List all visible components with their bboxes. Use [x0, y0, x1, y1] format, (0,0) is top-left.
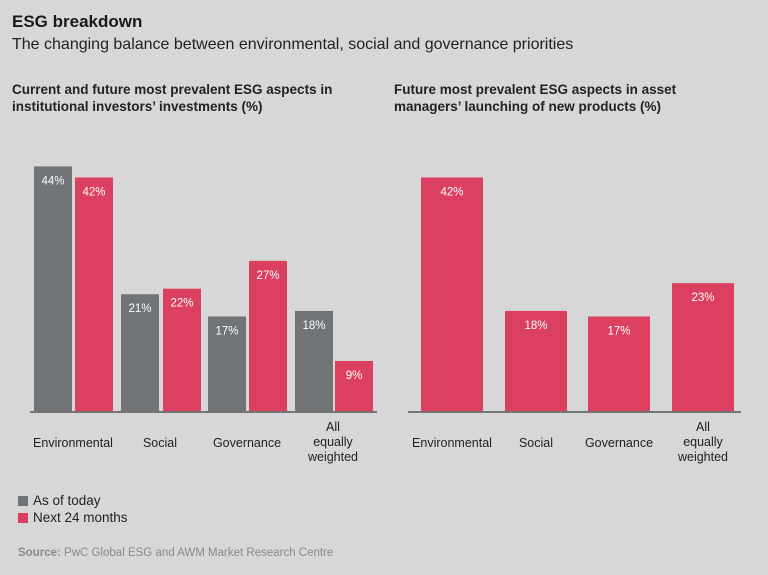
left-chart-title: Current and future most prevalent ESG as…: [12, 82, 333, 114]
bar-1-0-2: [588, 316, 650, 411]
bar-1-0-1: [505, 310, 567, 411]
source-note: Source: PwC Global ESG and AWM Market Re…: [18, 547, 333, 559]
category-label: Environmental: [412, 436, 492, 450]
data-label: 17%: [215, 325, 238, 337]
data-label: 9%: [346, 370, 363, 382]
bar-0-0-1: [121, 294, 159, 411]
source-label: Source:: [18, 547, 61, 559]
category-label: weighted: [677, 450, 728, 464]
data-label: 18%: [524, 320, 547, 332]
category-label: equally: [683, 435, 723, 449]
legend-swatch-red: [18, 512, 28, 523]
legend-label: As of today: [33, 493, 101, 508]
bar-0-1-0: [75, 177, 113, 411]
legend-item-today: As of today: [18, 492, 128, 509]
category-label: weighted: [307, 450, 358, 464]
bar-0-0-0: [34, 166, 72, 411]
data-label: 23%: [691, 292, 714, 304]
category-label: Governance: [213, 436, 281, 450]
category-label: equally: [313, 435, 353, 449]
legend-swatch-gray: [18, 495, 28, 506]
category-label: Governance: [585, 436, 653, 450]
data-label: 18%: [302, 320, 325, 332]
category-label: Social: [143, 436, 177, 450]
right-chart-title: Future most prevalent ESG aspects in ass…: [394, 82, 677, 114]
bar-0-1-2: [249, 260, 287, 411]
legend-item-next: Next 24 months: [18, 509, 128, 526]
category-label: All: [326, 420, 340, 434]
data-label: 21%: [128, 303, 151, 315]
page-subtitle: The changing balance between environment…: [12, 36, 574, 53]
page-title: ESG breakdown: [12, 12, 143, 31]
category-label: Social: [519, 436, 553, 450]
legend: As of today Next 24 months: [18, 492, 128, 526]
bar-1-0-3: [672, 283, 734, 411]
data-label: 42%: [440, 186, 463, 198]
bar-0-0-3: [295, 310, 333, 411]
data-label: 17%: [607, 325, 630, 337]
data-label: 42%: [82, 186, 105, 198]
data-label: 22%: [170, 298, 193, 310]
category-label: All: [696, 420, 710, 434]
data-label: 27%: [256, 270, 279, 282]
category-label: Environmental: [33, 436, 113, 450]
bar-0-1-3: [335, 360, 373, 411]
bar-0-1-1: [163, 288, 201, 411]
legend-label: Next 24 months: [33, 510, 128, 525]
bar-1-0-0: [421, 177, 483, 411]
data-label: 44%: [41, 175, 64, 187]
bar-0-0-2: [208, 316, 246, 411]
source-text: PwC Global ESG and AWM Market Research C…: [64, 547, 334, 559]
